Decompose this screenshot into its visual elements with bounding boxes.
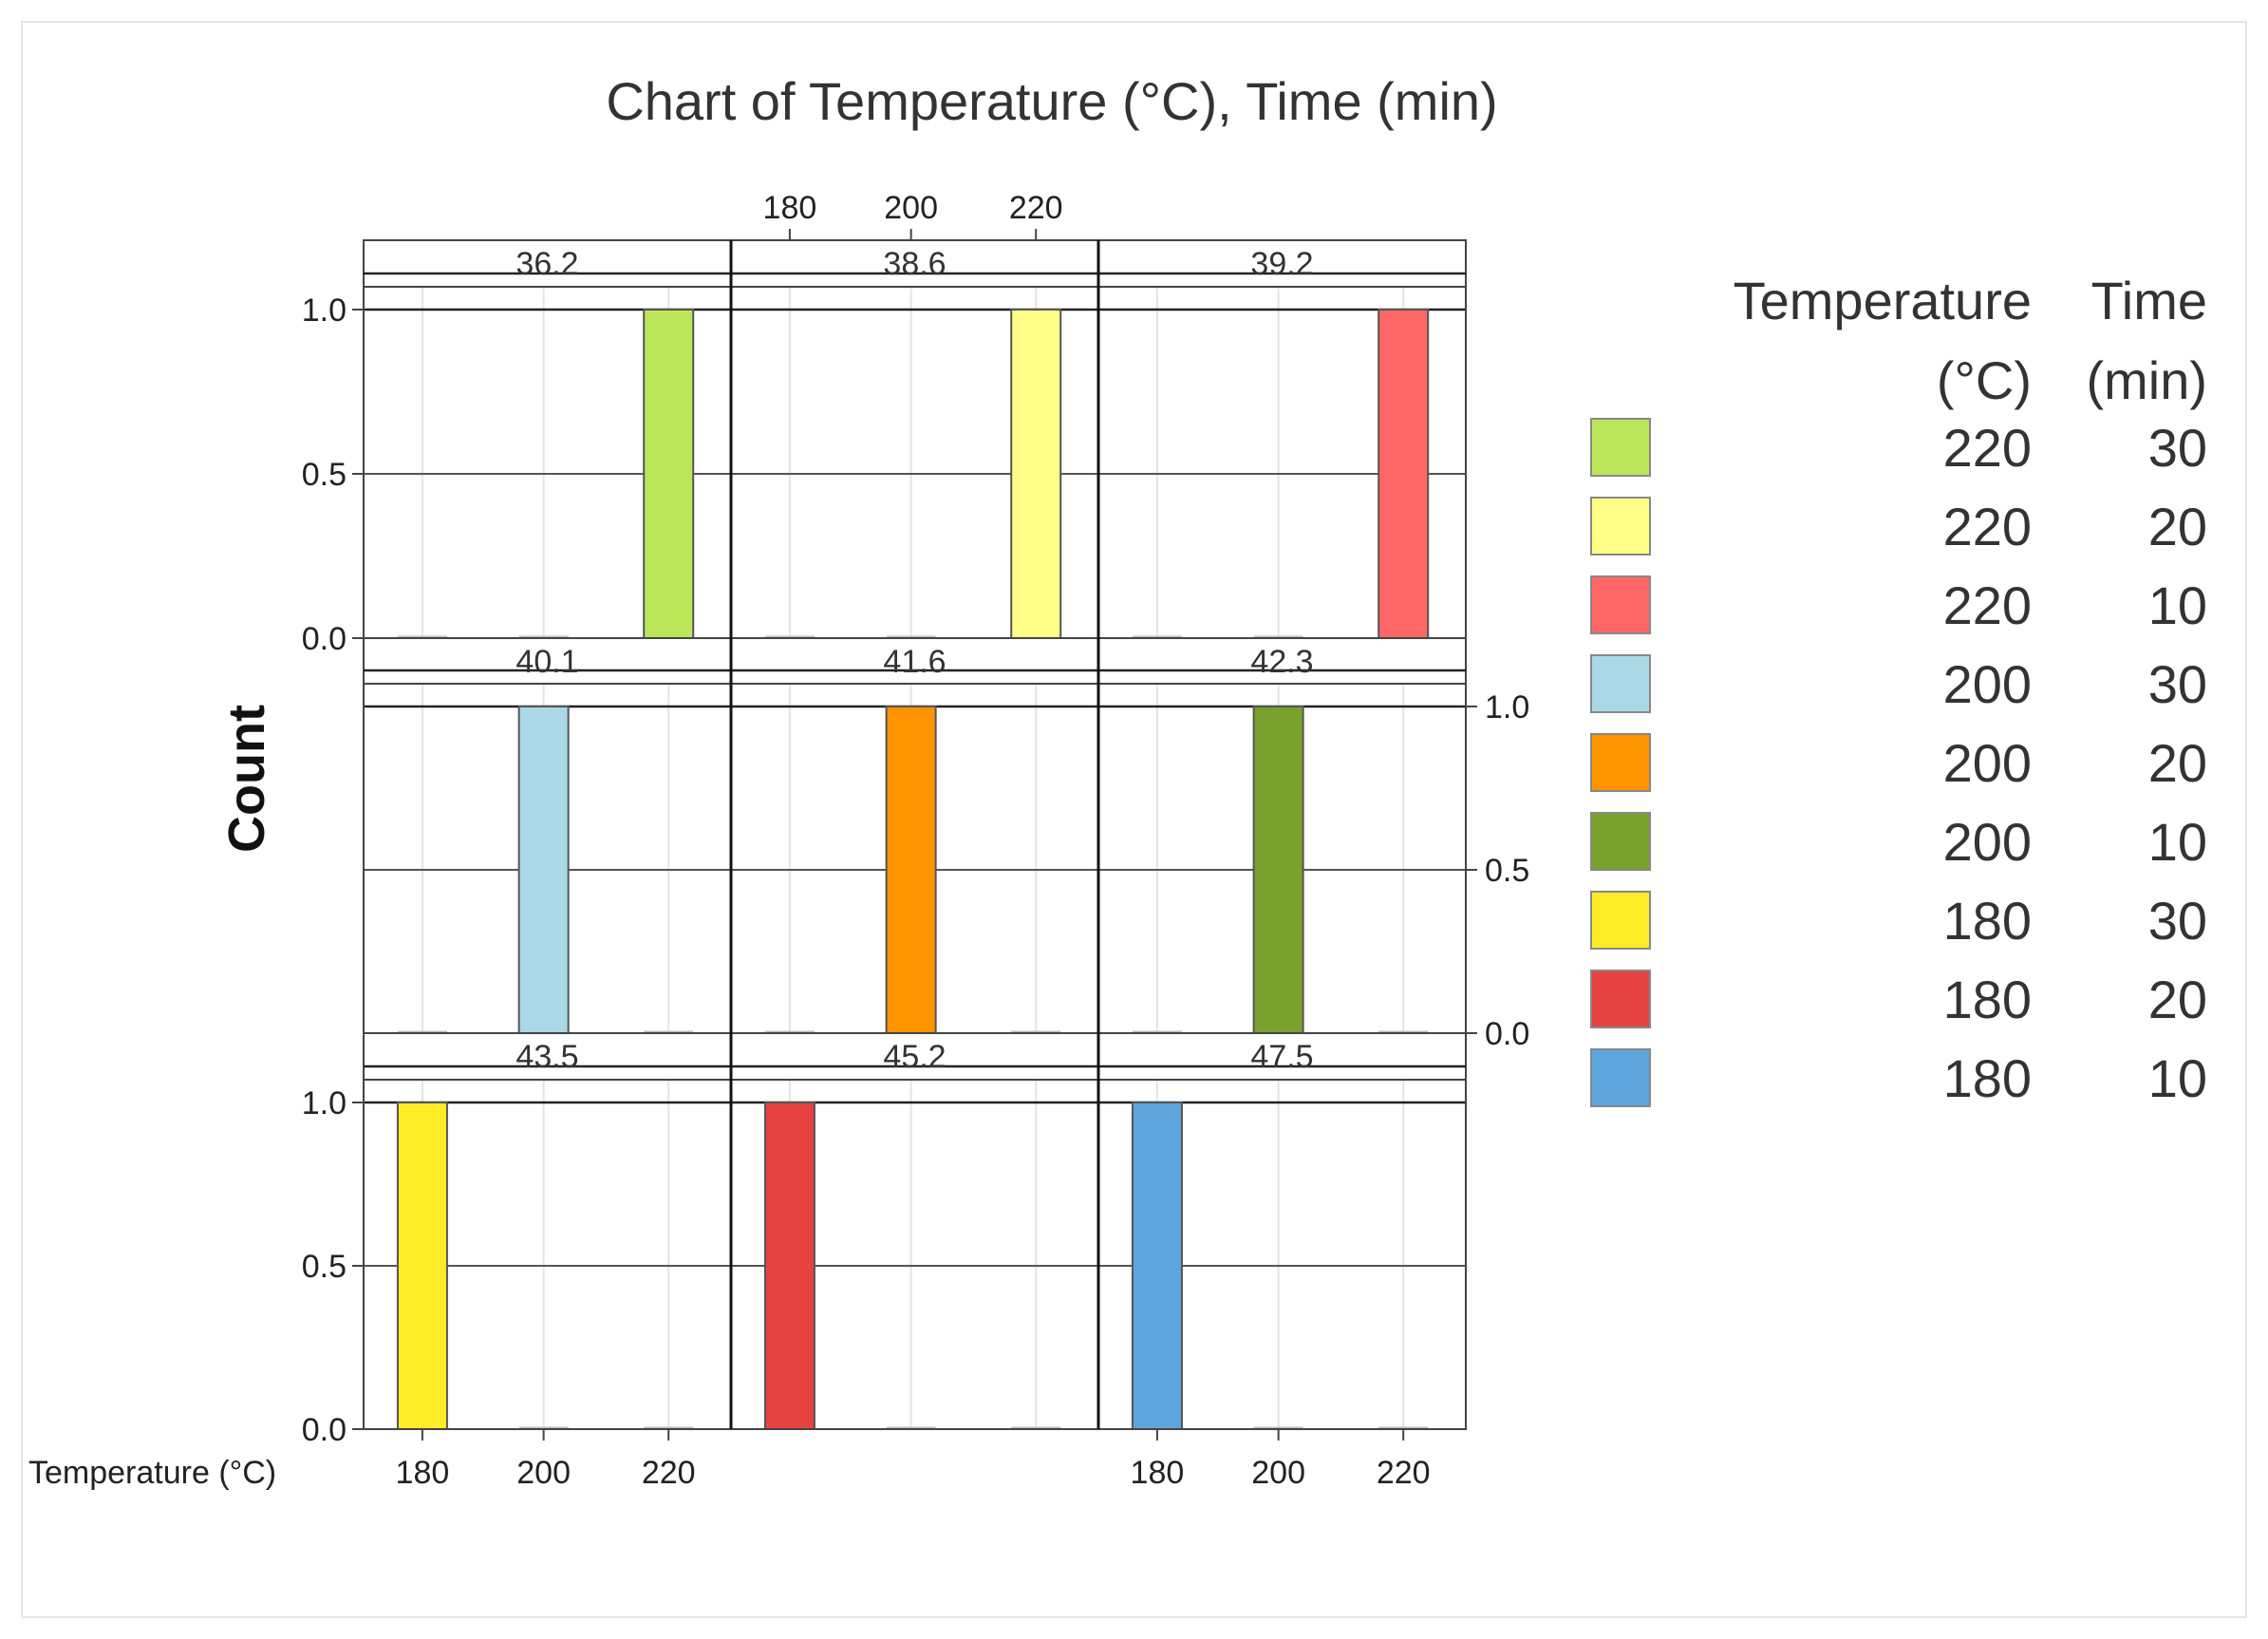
legend-swatch bbox=[1590, 418, 1651, 477]
legend-temperature: 180 bbox=[1943, 891, 2032, 951]
panel-label: 40.1 bbox=[515, 644, 578, 680]
y-tick-label: 0.0 bbox=[302, 1412, 347, 1448]
legend-swatch bbox=[1590, 654, 1651, 713]
panel-label: 42.3 bbox=[1250, 644, 1313, 680]
panel-label: 36.2 bbox=[515, 246, 578, 282]
y-tick-label: 0.0 bbox=[1485, 1016, 1529, 1052]
y-tick-label: 0.5 bbox=[302, 1249, 347, 1285]
legend-time: 20 bbox=[2148, 497, 2207, 556]
legend-temperature: 180 bbox=[1943, 970, 2032, 1029]
y-tick-label: 1.0 bbox=[302, 1085, 347, 1121]
y-tick-label: 1.0 bbox=[1485, 689, 1529, 725]
panel-strip bbox=[363, 1032, 732, 1081]
panel-label: 47.5 bbox=[1250, 1039, 1313, 1075]
x-tick-label: 200 bbox=[1251, 1455, 1305, 1491]
legend-swatch bbox=[1590, 970, 1651, 1028]
legend-temperature: 200 bbox=[1943, 812, 2032, 872]
x-tick-label: 180 bbox=[1131, 1455, 1185, 1491]
x-tick-label: 200 bbox=[516, 1455, 571, 1491]
legend-swatch bbox=[1590, 733, 1651, 792]
legend-swatch bbox=[1590, 1048, 1651, 1107]
legend-swatch bbox=[1590, 812, 1651, 871]
legend-header-temperature-unit: (°C) bbox=[1937, 350, 2032, 410]
legend-time: 20 bbox=[2148, 733, 2207, 793]
x-tick-label: 200 bbox=[884, 190, 938, 226]
panel-label: 38.6 bbox=[883, 246, 946, 282]
x-tick-label: 220 bbox=[1377, 1455, 1431, 1491]
legend-swatch bbox=[1590, 891, 1651, 950]
legend-time: 10 bbox=[2148, 575, 2207, 635]
y-axis-label: Count bbox=[218, 705, 275, 853]
panel-strip bbox=[730, 637, 1099, 685]
legend-time: 10 bbox=[2148, 1048, 2207, 1108]
bar-43.5-180 bbox=[396, 1102, 448, 1430]
panel-label: 45.2 bbox=[883, 1039, 946, 1075]
x-tick-label: 220 bbox=[1009, 190, 1063, 226]
legend-time: 30 bbox=[2148, 418, 2207, 478]
legend-header-temperature: Temperature bbox=[1734, 271, 2032, 330]
panel-label: 39.2 bbox=[1250, 246, 1313, 282]
x-tick-label: 220 bbox=[642, 1455, 696, 1491]
legend-temperature: 220 bbox=[1943, 418, 2032, 478]
legend-time: 20 bbox=[2148, 970, 2207, 1029]
legend-temperature: 220 bbox=[1943, 575, 2032, 635]
y-tick-label: 0.5 bbox=[1485, 853, 1529, 889]
legend-time: 30 bbox=[2148, 654, 2207, 714]
legend-temperature: 220 bbox=[1943, 497, 2032, 556]
legend-time: 10 bbox=[2148, 812, 2207, 872]
bar-45.2-180 bbox=[763, 1102, 815, 1430]
y-tick-label: 1.0 bbox=[302, 292, 347, 329]
x-tick-label: 180 bbox=[396, 1455, 450, 1491]
panel-label: 41.6 bbox=[883, 644, 946, 680]
panel-label: 43.5 bbox=[515, 1039, 578, 1075]
legend-header-time: Time bbox=[2091, 271, 2207, 330]
x-tick-label: 180 bbox=[763, 190, 817, 226]
legend-header-time-unit: (min) bbox=[2086, 350, 2207, 410]
panel-strip bbox=[363, 239, 732, 288]
bar-36.2-220 bbox=[643, 309, 695, 639]
legend-temperature: 200 bbox=[1943, 654, 2032, 714]
y-tick-label: 0.5 bbox=[302, 457, 347, 493]
panel-strip bbox=[1097, 1032, 1467, 1081]
x-axis-label: Temperature (°C) bbox=[28, 1455, 276, 1491]
bar-42.3-200 bbox=[1252, 706, 1304, 1034]
legend-swatch bbox=[1590, 575, 1651, 634]
panel-strip bbox=[363, 637, 732, 685]
legend-time: 30 bbox=[2148, 891, 2207, 951]
legend-swatch bbox=[1590, 497, 1651, 556]
legend-temperature: 180 bbox=[1943, 1048, 2032, 1108]
bar-40.1-200 bbox=[517, 706, 570, 1034]
y-tick-label: 0.0 bbox=[302, 621, 347, 657]
bar-47.5-180 bbox=[1131, 1102, 1183, 1430]
chart-title: Chart of Temperature (°C), Time (min) bbox=[606, 71, 1497, 131]
legend-temperature: 200 bbox=[1943, 733, 2032, 793]
bar-38.6-220 bbox=[1010, 309, 1062, 639]
bar-41.6-200 bbox=[885, 706, 937, 1034]
bar-39.2-220 bbox=[1378, 309, 1430, 639]
